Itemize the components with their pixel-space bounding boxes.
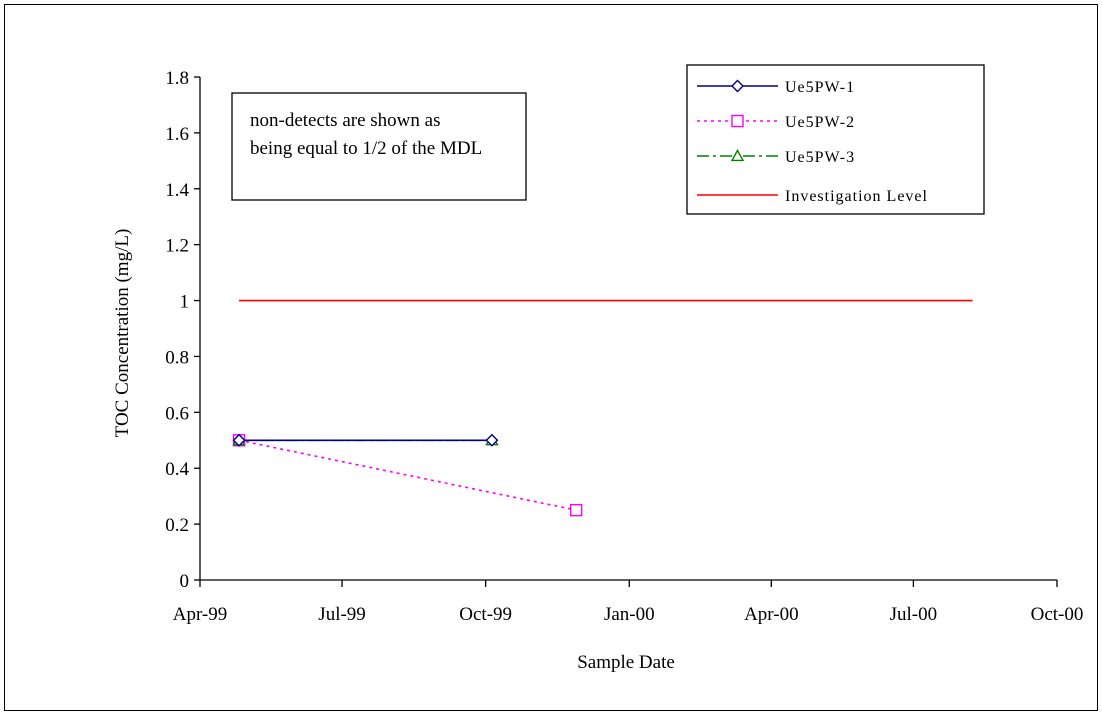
y-tick-label: 0.8 bbox=[165, 347, 189, 368]
legend-entry: Investigation Level bbox=[697, 188, 928, 205]
x-tick-label: Apr-00 bbox=[744, 604, 799, 625]
square-marker bbox=[570, 503, 583, 517]
legend-label: Ue5PW-2 bbox=[785, 114, 855, 131]
diamond-marker bbox=[232, 433, 246, 447]
series-ue5pw-1 bbox=[232, 433, 499, 447]
y-tick-label: 0.2 bbox=[165, 515, 189, 536]
y-axis-title: TOC Concentration (mg/L) bbox=[112, 229, 133, 438]
y-tick-label: 0.4 bbox=[165, 459, 189, 480]
legend-entry: Ue5PW-1 bbox=[697, 79, 855, 96]
y-tick-label: 1.2 bbox=[165, 236, 189, 257]
legend-entry: Ue5PW-3 bbox=[697, 149, 855, 166]
y-tick-label: 0.6 bbox=[165, 403, 189, 424]
x-tick-label: Apr-99 bbox=[173, 604, 228, 625]
annotation-line-2: being equal to 1/2 of the MDL bbox=[250, 138, 482, 159]
legend-label: Investigation Level bbox=[785, 188, 928, 205]
x-tick-label: Oct-99 bbox=[459, 604, 512, 625]
y-tick-label: 1.4 bbox=[165, 180, 189, 201]
diamond-marker bbox=[485, 433, 499, 447]
x-axis-title: Sample Date bbox=[577, 652, 675, 673]
y-tick-label: 0 bbox=[180, 571, 190, 592]
x-tick-label: Jul-99 bbox=[318, 604, 366, 625]
legend: Ue5PW-1 Ue5PW-2 Ue5PW-3 Investigation Level bbox=[686, 64, 985, 215]
series-line bbox=[238, 439, 577, 511]
y-tick-label: 1.8 bbox=[165, 68, 189, 89]
annotation-line-1: non-detects are shown as bbox=[250, 110, 440, 131]
annotation-box: non-detects are shown as being equal to … bbox=[231, 92, 527, 201]
y-tick-label: 1 bbox=[180, 292, 190, 313]
axes: 0 0.2 0.4 0.6 0.8 1 1.2 1.4 1.6 1.8 Apr-99 Jul-99 Oc… bbox=[165, 68, 1083, 625]
square-marker bbox=[731, 114, 744, 128]
series-ue5pw-2 bbox=[232, 434, 583, 517]
y-tick-label: 1.6 bbox=[165, 124, 189, 145]
legend-label: Ue5PW-3 bbox=[785, 149, 855, 166]
legend-entry: Ue5PW-2 bbox=[697, 114, 855, 131]
x-tick-label: Jul-00 bbox=[890, 604, 938, 625]
diamond-marker bbox=[731, 79, 744, 93]
triangle-marker bbox=[730, 149, 745, 162]
x-tick-label: Jan-00 bbox=[604, 604, 655, 625]
x-tick-label: Oct-00 bbox=[1031, 604, 1084, 625]
legend-label: Ue5PW-1 bbox=[785, 79, 855, 96]
series-layer bbox=[232, 299, 973, 517]
